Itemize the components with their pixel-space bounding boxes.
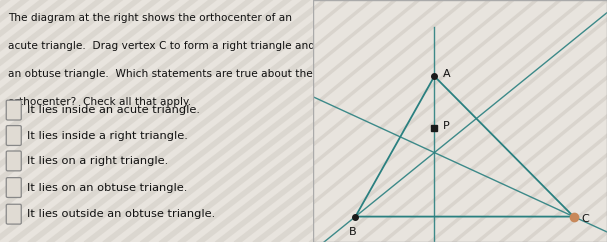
Text: P: P [443,121,449,131]
Text: It lies inside an acute triangle.: It lies inside an acute triangle. [27,105,200,115]
Text: The diagram at the right shows the orthocenter of an: The diagram at the right shows the ortho… [8,13,292,23]
Text: A: A [443,69,450,79]
Text: orthocenter?  Check all that apply.: orthocenter? Check all that apply. [8,97,191,107]
FancyBboxPatch shape [6,178,21,197]
Text: acute triangle.  Drag vertex C to form a right triangle and: acute triangle. Drag vertex C to form a … [8,41,315,51]
Text: It lies on an obtuse triangle.: It lies on an obtuse triangle. [27,182,187,193]
FancyBboxPatch shape [6,204,21,224]
Text: It lies inside a right triangle.: It lies inside a right triangle. [27,130,188,141]
Text: It lies outside an obtuse triangle.: It lies outside an obtuse triangle. [27,209,215,219]
FancyBboxPatch shape [6,100,21,120]
Text: B: B [349,227,356,237]
Text: C: C [582,214,589,224]
FancyBboxPatch shape [6,151,21,171]
Text: It lies on a right triangle.: It lies on a right triangle. [27,156,168,166]
FancyBboxPatch shape [6,126,21,145]
Text: an obtuse triangle.  Which statements are true about the: an obtuse triangle. Which statements are… [8,69,313,79]
